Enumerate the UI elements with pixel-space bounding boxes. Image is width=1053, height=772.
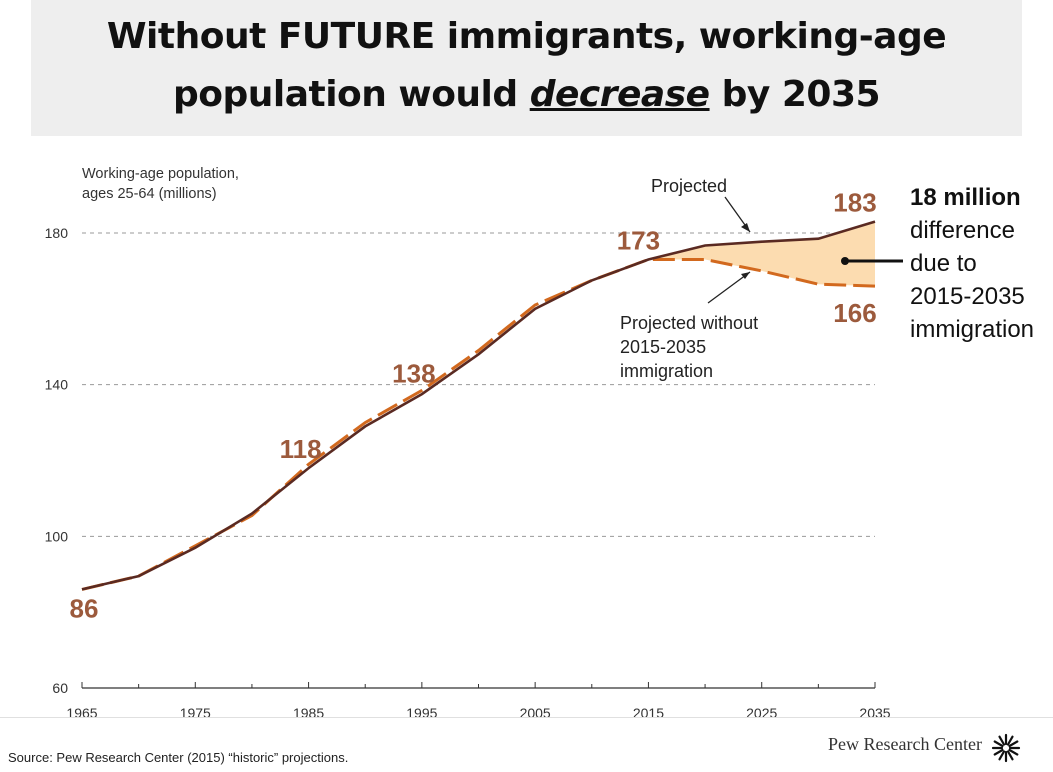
footer-divider: [0, 717, 1053, 718]
series-line-without-immigration: [81, 258, 876, 591]
title-text-post: by 2035: [709, 74, 881, 115]
y-axis-label-line-2: ages 25-64 (millions): [82, 186, 217, 202]
difference-text-line-5: immigration: [910, 316, 1034, 343]
annotation-without-arrow: [707, 271, 751, 304]
point-labels: 86 118 138 173 183 166: [70, 188, 877, 624]
x-tick-label: 2015: [633, 705, 664, 720]
x-tick-label: 1995: [406, 705, 437, 720]
x-tick-label: 1965: [66, 705, 97, 720]
x-tick-label: 1985: [293, 705, 324, 720]
source-note: Source: Pew Research Center (2015) “hist…: [8, 750, 349, 765]
title-emphasis: decrease: [529, 74, 710, 115]
logo-ray: [1006, 735, 1014, 746]
x-tick-label: 1975: [180, 705, 211, 720]
difference-value: 18 million: [910, 184, 1021, 211]
y-tick-label: 60: [52, 680, 68, 696]
point-label-86: 86: [70, 593, 99, 623]
y-tick-label: 180: [45, 225, 69, 241]
x-tick-label: 2025: [746, 705, 777, 720]
point-label-118: 118: [280, 434, 322, 464]
point-label-166: 166: [833, 298, 876, 328]
difference-area: [648, 221, 875, 287]
logo-ray: [1006, 750, 1014, 761]
annotation-without-line-1: Projected without: [620, 313, 758, 333]
y-tick-label: 100: [45, 528, 69, 544]
y-axis-label-line-1: Working-age population,: [82, 166, 239, 182]
logo-ray: [998, 750, 1006, 761]
chart-title-line-1: Without FUTURE immigrants, working-age: [106, 16, 947, 57]
title-band: Without FUTURE immigrants, working-age p…: [31, 0, 1022, 136]
y-axis: 60 100 140 180: [45, 225, 69, 696]
difference-text-line-3: due to: [910, 250, 977, 277]
annotation-projected-arrowhead: [741, 223, 750, 232]
annotation-projected: Projected: [651, 176, 727, 196]
series-line-projected: [81, 220, 876, 591]
annotation-without-line-2: 2015-2035: [620, 337, 706, 357]
pew-logo-icon: [991, 733, 1021, 763]
x-tick-label: 2035: [859, 705, 890, 720]
x-tick-label: 2005: [520, 705, 551, 720]
x-axis: 1965 1975 1985 1995 2005 2015 2025 2035: [66, 682, 891, 720]
logo-ray: [993, 748, 1004, 756]
difference-text-line-4: 2015-2035: [910, 283, 1025, 310]
y-tick-label: 140: [45, 377, 69, 393]
point-label-138: 138: [392, 358, 435, 388]
logo-ray: [993, 740, 1004, 748]
line-chart: 1965 1975 1985 1995 2005 2015 2025 2035 60 100 14…: [45, 166, 1034, 720]
logo-ray: [1008, 748, 1019, 756]
point-label-183: 183: [833, 188, 876, 218]
annotation-without-arrowhead: [741, 272, 750, 279]
chart-title-line-2: population would decrease by 2035: [31, 74, 1022, 115]
point-label-173: 173: [617, 226, 660, 256]
title-text-pre: population would: [172, 74, 530, 115]
brand-name: Pew Research Center: [828, 734, 982, 754]
gridlines: [82, 232, 875, 537]
annotation-without-line-3: immigration: [620, 361, 713, 381]
difference-text-line-2: difference: [910, 217, 1015, 244]
logo-ray: [1008, 740, 1019, 748]
logo-ray: [998, 735, 1006, 746]
